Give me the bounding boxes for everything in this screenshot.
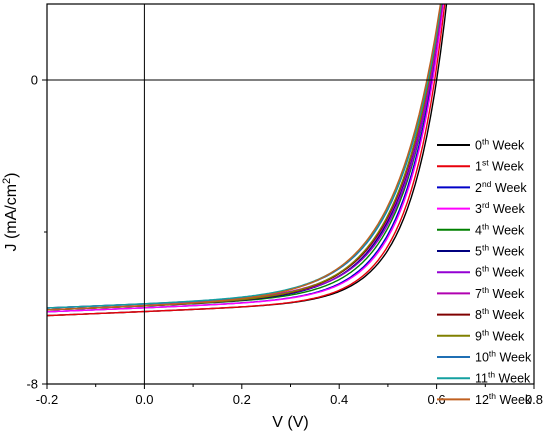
x-tick-label: 0.6 <box>428 392 446 407</box>
x-tick-label: 0.4 <box>330 392 348 407</box>
legend-label-11: 11th Week <box>475 370 531 386</box>
legend-label-2: 2nd Week <box>475 179 527 195</box>
x-tick-label: 0.2 <box>233 392 251 407</box>
legend-label-8: 8th Week <box>475 306 525 322</box>
x-axis-label: V (V) <box>272 414 308 431</box>
legend: 0th Week 1st Week 2nd Week 3rd Week 4th Week… <box>437 137 532 407</box>
x-tick-label: 0.0 <box>135 392 153 407</box>
legend-label-1: 1st Week <box>475 158 525 174</box>
series-line-8 <box>47 4 442 311</box>
legend-label-9: 9th Week <box>475 327 525 343</box>
legend-label-4: 4th Week <box>475 221 525 237</box>
x-tick-label: 0.8 <box>525 392 543 407</box>
legend-label-3: 3rd Week <box>475 200 525 216</box>
y-tick-label: -8 <box>26 377 38 392</box>
series-line-3 <box>47 4 444 313</box>
series-line-11 <box>47 4 442 309</box>
legend-label-7: 7th Week <box>475 285 525 301</box>
y-tick-label: 0 <box>31 73 38 88</box>
y-axis-label: J (mA/cm2) <box>1 173 20 252</box>
legend-label-6: 6th Week <box>475 264 525 280</box>
legend-label-12: 12th Week <box>475 391 532 407</box>
series-line-4 <box>47 4 443 311</box>
series-line-7 <box>47 4 443 309</box>
legend-label-10: 10th Week <box>475 349 532 365</box>
legend-label-5: 5th Week <box>475 243 525 259</box>
x-tick-label: -0.2 <box>36 392 58 407</box>
series-line-2 <box>47 4 444 313</box>
series-line-6 <box>47 4 444 309</box>
series-line-9 <box>47 4 443 311</box>
series-line-12 <box>47 4 442 311</box>
series-line-10 <box>47 4 442 309</box>
legend-label-0: 0th Week <box>475 137 525 153</box>
plot-frame <box>46 3 535 385</box>
series-line-1 <box>47 4 446 317</box>
series-line-5 <box>47 4 443 311</box>
